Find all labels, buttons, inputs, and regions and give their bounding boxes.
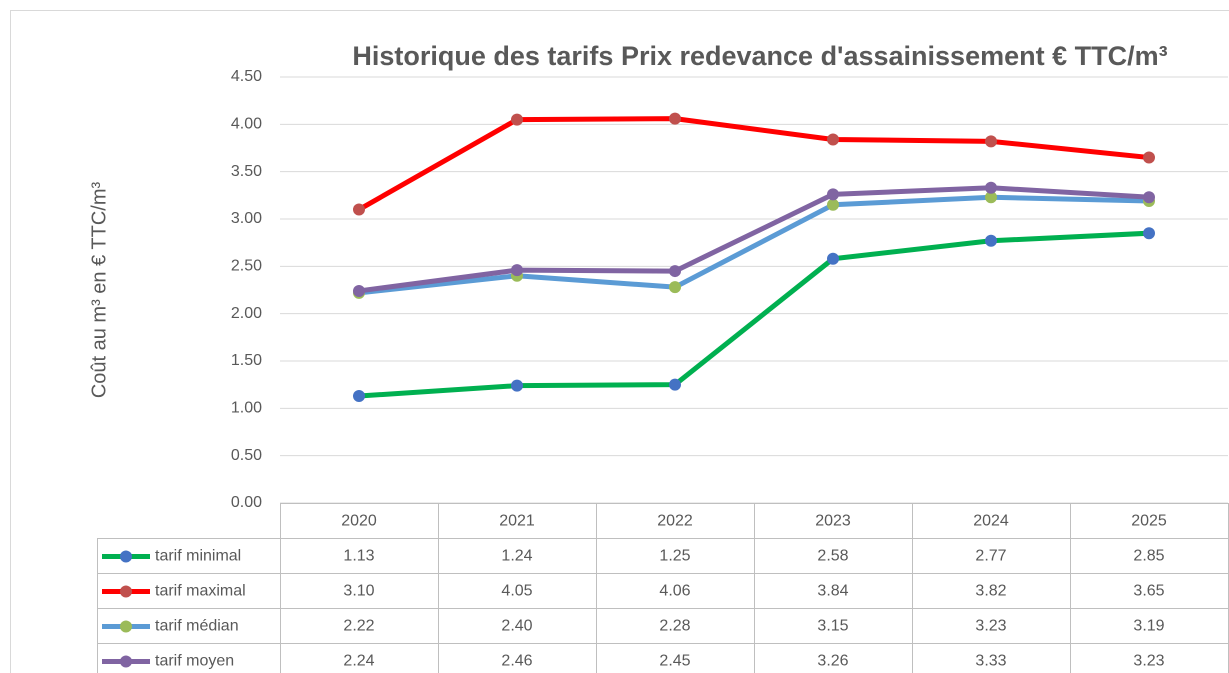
marker (669, 265, 681, 278)
series-line (358, 185, 1150, 294)
marker (511, 379, 523, 392)
legend-label: tarif maximal (155, 583, 246, 600)
table-value: 2.40 (501, 618, 532, 635)
table-value: 3.84 (817, 583, 848, 600)
marker (669, 112, 681, 125)
marker (511, 113, 523, 126)
table-value: 4.06 (659, 583, 690, 600)
series-line (358, 230, 1150, 399)
marker (827, 198, 839, 211)
series-line (357, 116, 1150, 212)
table-value: 2.77 (975, 548, 1006, 565)
table-value: 3.15 (817, 618, 848, 635)
y-tick-label: 2.00 (231, 305, 262, 322)
table-value: 1.13 (343, 548, 374, 565)
x-tick-label: 2025 (1131, 513, 1167, 530)
x-tick-label: 2021 (499, 513, 535, 530)
marker (669, 281, 681, 294)
legend-marker (120, 620, 132, 633)
legend-marker (120, 550, 132, 563)
marker (353, 390, 365, 403)
x-tick-label: 2020 (341, 513, 377, 530)
table-value: 3.10 (343, 583, 374, 600)
legend-label: tarif moyen (155, 653, 234, 670)
table-value: 2.58 (817, 548, 848, 565)
table-value: 2.28 (659, 618, 690, 635)
table-value: 3.23 (1133, 653, 1164, 670)
y-tick-label: 4.50 (231, 68, 262, 85)
legend-label: tarif médian (155, 618, 239, 635)
marker (827, 133, 839, 146)
table-value: 3.26 (817, 653, 848, 670)
y-tick-label: 3.00 (231, 210, 262, 227)
legend-label: tarif minimal (155, 548, 241, 565)
marker (353, 284, 365, 297)
marker (669, 378, 681, 391)
x-tick-label: 2023 (815, 513, 851, 530)
marker (353, 203, 365, 216)
y-tick-label: 4.00 (231, 116, 262, 133)
table-value: 3.23 (975, 618, 1006, 635)
marker (1143, 191, 1155, 204)
table-value: 3.19 (1133, 618, 1164, 635)
legend-marker (120, 655, 132, 668)
table-value: 2.24 (343, 653, 374, 670)
marker (1143, 151, 1155, 164)
y-tick-label: 1.00 (231, 400, 262, 417)
series-line (358, 194, 1150, 296)
y-tick-label: 0.50 (231, 447, 262, 464)
table-value: 4.05 (501, 583, 532, 600)
marker (985, 234, 997, 247)
marker (827, 188, 839, 201)
marker (1143, 227, 1155, 240)
table-value: 3.82 (975, 583, 1006, 600)
x-tick-label: 2024 (973, 513, 1009, 530)
y-tick-label: 1.50 (231, 352, 262, 369)
table-value: 3.65 (1133, 583, 1164, 600)
marker (985, 191, 997, 204)
marker (985, 135, 997, 148)
x-tick-label: 2022 (657, 513, 693, 530)
table-value: 2.22 (343, 618, 374, 635)
marker (511, 264, 523, 277)
table-value: 1.25 (659, 548, 690, 565)
legend-marker (120, 585, 132, 598)
y-tick-label: 3.50 (231, 163, 262, 180)
table-value: 2.46 (501, 653, 532, 670)
y-tick-label: 0.00 (231, 494, 262, 511)
marker (985, 181, 997, 194)
table-value: 3.33 (975, 653, 1006, 670)
y-tick-label: 2.50 (231, 258, 262, 275)
y-axis-label: Coût au m³ en € TTC/m³ (88, 181, 110, 398)
table-value: 2.85 (1133, 548, 1164, 565)
table-value: 2.45 (659, 653, 690, 670)
chart-title: Historique des tarifs Prix redevance d'a… (352, 41, 1167, 71)
table-value: 1.24 (501, 548, 532, 565)
marker (827, 252, 839, 265)
